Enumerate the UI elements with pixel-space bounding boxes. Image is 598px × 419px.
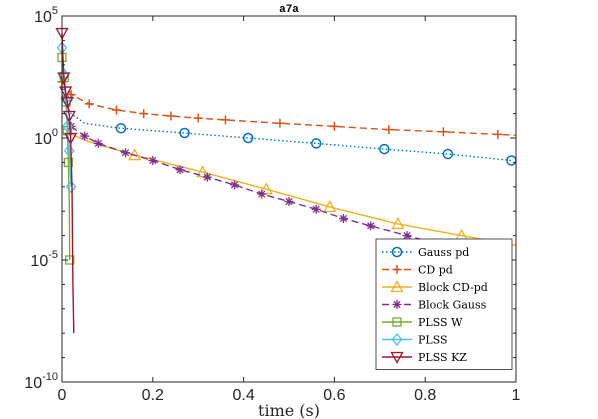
x-tick-label: 0.8 <box>414 387 436 404</box>
data-point-marker <box>196 165 210 178</box>
y-tick-label: 100 <box>34 127 58 148</box>
legend-item: Block Gauss <box>382 299 487 312</box>
data-point-marker <box>438 127 448 137</box>
data-point-marker <box>242 132 254 144</box>
plot-area <box>55 27 517 334</box>
data-point-marker <box>506 155 517 166</box>
legend-marker <box>391 332 403 347</box>
legend-label: Block CD-pd <box>418 281 488 294</box>
data-point-marker <box>384 125 394 135</box>
data-point-marker <box>80 131 90 141</box>
legend-label: Block Gauss <box>418 299 487 312</box>
data-point-marker <box>379 143 390 155</box>
axes-box <box>61 15 517 383</box>
legend-item: CD pd <box>382 264 453 277</box>
data-point-marker <box>366 221 376 231</box>
data-point-marker <box>202 172 212 182</box>
legend-label: Gauss pd <box>418 246 469 259</box>
data-point-marker <box>310 138 322 149</box>
x-axis: 0 0.2 0.4 0.6 0.8 1 <box>58 16 521 404</box>
x-axis-label: time (s) <box>258 401 320 419</box>
y-tick-base: 10 <box>24 375 42 392</box>
x-tick-label: 1 <box>512 387 521 404</box>
data-point-marker <box>284 196 294 206</box>
legend-label: PLSS W <box>418 316 463 329</box>
legend-marker <box>392 317 402 327</box>
y-tick-label: 10-5 <box>30 249 58 270</box>
data-point-marker <box>323 200 337 213</box>
data-point-marker <box>179 127 190 139</box>
legend-item: PLSS W <box>382 316 463 329</box>
y-tick-base: 10 <box>34 9 52 26</box>
data-point-marker <box>63 144 75 158</box>
data-point-marker <box>259 182 273 195</box>
data-point-marker <box>220 115 230 125</box>
legend-item: Block CD-pd <box>382 280 488 294</box>
legend: Gauss pd CD pd Block CD-pd Block Gauss PLSS … <box>375 238 513 370</box>
data-point-marker <box>442 148 454 160</box>
series-plss-kz <box>55 27 78 334</box>
legend-marker <box>391 246 403 258</box>
data-point-marker <box>148 155 158 165</box>
data-point-marker <box>493 129 503 139</box>
legend-marker <box>392 300 402 309</box>
data-point-marker <box>60 96 75 109</box>
x-tick-label: 0.2 <box>142 387 164 404</box>
legend-marker <box>392 265 402 274</box>
y-tick-exponent: 5 <box>52 5 58 17</box>
data-point-marker <box>175 165 185 175</box>
legend-marker <box>390 351 404 364</box>
series-block-cd-pd <box>66 130 517 246</box>
series-line <box>66 130 517 246</box>
y-tick-label: 105 <box>34 5 58 26</box>
y-tick-exponent: 0 <box>52 127 58 139</box>
legend-label: PLSS KZ <box>418 351 467 364</box>
data-point-marker <box>311 204 321 214</box>
y-tick-base: 10 <box>30 253 48 270</box>
series-gauss-pd <box>61 94 517 166</box>
legend-marker <box>390 280 404 293</box>
legend-item: PLSS <box>382 332 448 347</box>
x-tick-label: 0.4 <box>232 387 254 404</box>
data-point-marker <box>402 231 412 241</box>
x-tick-label: 0.6 <box>323 387 345 404</box>
data-point-marker <box>139 109 149 119</box>
data-point-marker <box>57 72 71 85</box>
chart-title: a7a <box>279 4 299 16</box>
data-point-marker <box>193 113 203 123</box>
x-tick-label: 0 <box>58 387 67 404</box>
data-point-marker <box>275 118 285 128</box>
y-tick-base: 10 <box>34 131 52 148</box>
legend-label: CD pd <box>418 264 453 277</box>
data-point-marker <box>230 180 240 190</box>
data-point-marker <box>329 121 339 131</box>
series-cd-pd <box>57 77 517 139</box>
legend-label: PLSS <box>418 334 448 347</box>
data-point-marker <box>111 105 121 115</box>
data-point-marker <box>391 217 405 230</box>
data-point-marker <box>62 110 76 123</box>
y-tick-exponent: -10 <box>42 371 58 383</box>
legend-item: PLSS KZ <box>382 351 467 364</box>
data-point-marker <box>166 111 176 121</box>
data-point-marker <box>93 138 103 148</box>
series-line <box>61 81 517 136</box>
y-tick-exponent: -5 <box>48 249 58 261</box>
series-line <box>61 94 512 162</box>
data-point-marker <box>84 99 94 109</box>
data-point-marker <box>338 214 348 224</box>
y-tick-label: 10-10 <box>24 371 58 392</box>
data-point-marker <box>65 180 77 194</box>
data-point-marker <box>257 189 267 199</box>
data-point-marker <box>121 148 131 158</box>
data-point-marker <box>115 123 127 134</box>
data-point-marker <box>59 86 73 99</box>
legend-item: Gauss pd <box>382 246 469 259</box>
